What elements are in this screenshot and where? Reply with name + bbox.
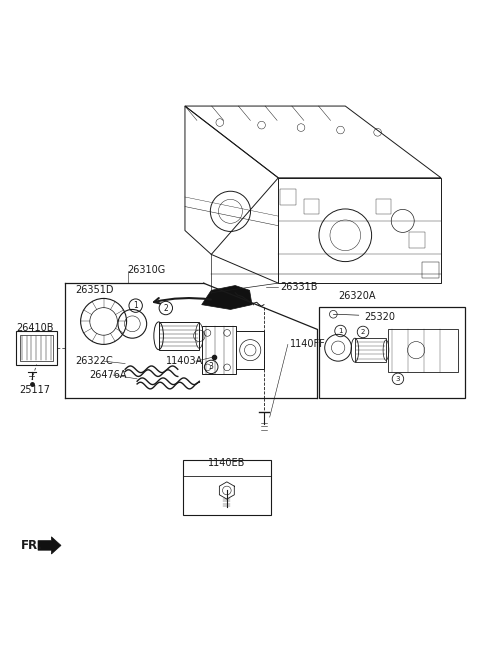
Text: 1140FF: 1140FF <box>290 340 326 350</box>
Text: 1140EB: 1140EB <box>208 457 245 467</box>
Text: 26476A: 26476A <box>89 370 127 380</box>
Text: 26320A: 26320A <box>338 291 376 301</box>
Text: 11403A: 11403A <box>166 356 203 366</box>
Text: 26322C: 26322C <box>75 356 113 366</box>
Text: 26331B: 26331B <box>281 282 318 292</box>
Bar <box>355 338 386 362</box>
Text: FR.: FR. <box>21 539 43 552</box>
Polygon shape <box>202 285 252 309</box>
Bar <box>16 331 57 365</box>
Text: 1: 1 <box>338 328 343 334</box>
Bar <box>376 199 391 214</box>
Bar <box>20 335 53 361</box>
Text: 25320: 25320 <box>364 312 396 322</box>
Text: 26310G: 26310G <box>128 265 166 275</box>
Bar <box>304 199 320 214</box>
Text: 3: 3 <box>396 376 400 382</box>
Text: 2: 2 <box>361 329 365 335</box>
Text: 1: 1 <box>133 301 138 310</box>
Text: 2: 2 <box>164 303 168 312</box>
Bar <box>319 307 465 398</box>
Bar <box>388 328 458 371</box>
Bar <box>236 331 264 369</box>
Polygon shape <box>38 537 61 554</box>
Text: 26351D: 26351D <box>75 285 113 295</box>
Bar <box>202 326 236 374</box>
Bar <box>280 189 296 205</box>
Text: 3: 3 <box>209 362 214 371</box>
Bar <box>409 232 425 248</box>
Bar <box>158 322 199 350</box>
Bar <box>422 261 439 278</box>
Text: 25117: 25117 <box>20 385 51 395</box>
Bar <box>182 460 271 515</box>
Text: 26410B: 26410B <box>16 323 54 333</box>
